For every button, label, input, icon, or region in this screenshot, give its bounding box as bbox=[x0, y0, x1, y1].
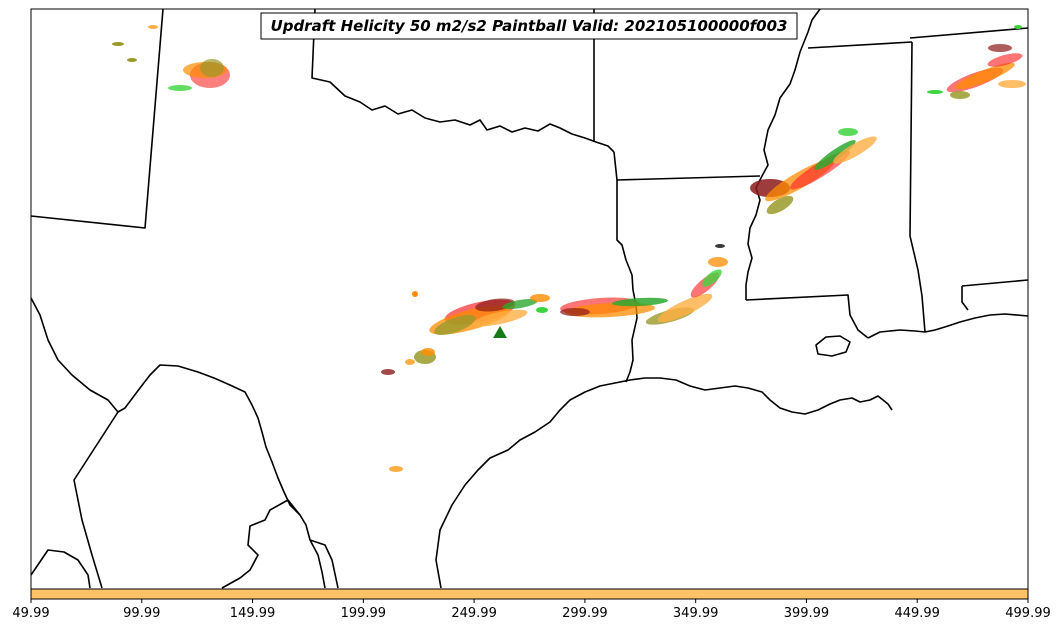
colorbar: 49.99 99.99 149.99 199.99 249.99 299.99 349.99… bbox=[12, 588, 1051, 621]
paintball-la-green-1 bbox=[612, 297, 668, 307]
paintball-ms-olive-1 bbox=[766, 195, 794, 215]
mexico-border-chihuahua bbox=[73, 411, 119, 589]
paintball-la-green-2 bbox=[702, 269, 722, 287]
paintball-tx-green-2 bbox=[536, 307, 548, 313]
paintball-swaths bbox=[112, 25, 1026, 472]
paintball-ne-darkred-1 bbox=[988, 44, 1012, 52]
paintball-ne-olive-1 bbox=[950, 91, 970, 99]
state-boundary-tn-ms bbox=[807, 41, 913, 49]
paintball-la-orange-2 bbox=[708, 257, 728, 267]
paintball-tx-small-south bbox=[389, 466, 403, 472]
mexico-border-lower-left bbox=[30, 549, 91, 589]
paintball-la-lightorange-1 bbox=[657, 293, 713, 323]
title-box: Updraft Helicity 50 m2/s2 Paintball Vali… bbox=[260, 12, 798, 40]
colorbar-tick-label: 299.99 bbox=[562, 606, 608, 621]
paintball-nw-green bbox=[168, 85, 192, 91]
paintball-ne-green-1 bbox=[927, 90, 943, 94]
paintball-tx-southwest-2 bbox=[421, 348, 435, 356]
colorbar-tick-label: 449.99 bbox=[894, 606, 940, 621]
state-boundary-ar-la bbox=[616, 175, 761, 181]
colorbar-tick-label: 499.99 bbox=[1005, 606, 1051, 621]
state-boundary-al-ga bbox=[909, 27, 1029, 39]
paintball-nw-olive bbox=[200, 59, 224, 77]
paintball-la-darkgray-1 bbox=[715, 244, 725, 248]
paintball-tx-lightorange-1 bbox=[472, 309, 528, 327]
mexico-border-coahuila bbox=[221, 499, 301, 589]
paintball-tx-olive-1 bbox=[434, 315, 476, 335]
colorbar-tick-label: 149.99 bbox=[230, 606, 276, 621]
state-boundary-al-fl bbox=[961, 279, 1029, 311]
paintball-ms-lightorange-1 bbox=[833, 136, 877, 164]
state-boundary-tx-la bbox=[613, 151, 638, 383]
colorbar-tick-label: 399.99 bbox=[784, 606, 830, 621]
boundaries-layer bbox=[30, 8, 1029, 589]
paintball-ne-lightorange-1 bbox=[998, 80, 1026, 88]
state-boundary-co-nm bbox=[30, 8, 164, 229]
colorbar-tick-label: 199.99 bbox=[341, 606, 387, 621]
gulf-coastline bbox=[435, 377, 893, 589]
paintball-ms-green-1 bbox=[814, 140, 856, 170]
paintball-tx-southwest-3 bbox=[381, 369, 395, 375]
map-title: Updraft Helicity 50 m2/s2 Paintball Vali… bbox=[271, 17, 788, 35]
paintball-tx-small-north bbox=[412, 291, 418, 297]
paintball-ne-green-2 bbox=[1014, 25, 1022, 29]
state-boundary-ok-tx bbox=[311, 8, 615, 153]
paintball-ms-green-2 bbox=[838, 128, 858, 136]
paintball-la-darkred-1 bbox=[560, 308, 590, 316]
paintball-ne-red-2 bbox=[987, 53, 1023, 67]
state-boundary-ms-al bbox=[909, 41, 926, 333]
paintball-tx-green-triangle bbox=[493, 326, 507, 338]
paintball-tx-orange-2 bbox=[530, 294, 550, 302]
colorbar-fill bbox=[30, 588, 1029, 600]
paintball-tx-southwest-4 bbox=[405, 359, 415, 365]
colorbar-ticks: 49.99 99.99 149.99 199.99 249.99 299.99 349.99… bbox=[12, 599, 1051, 621]
paintball-tx-green-1 bbox=[502, 298, 538, 310]
colorbar-tick-label: 249.99 bbox=[451, 606, 497, 621]
colorbar-tick-label: 49.99 bbox=[12, 606, 49, 621]
paintball-nw-small-2 bbox=[112, 42, 124, 46]
colorbar-tick-label: 349.99 bbox=[673, 606, 719, 621]
lake-pontchartrain bbox=[815, 335, 851, 357]
state-boundary-la-ms bbox=[745, 294, 869, 339]
mississippi-river-boundary bbox=[745, 8, 821, 300]
mexico-border-nuevo-leon bbox=[309, 539, 339, 589]
colorbar-tick-label: 99.99 bbox=[123, 606, 160, 621]
paintball-nw-small-3 bbox=[148, 25, 158, 29]
louisiana-delta bbox=[867, 313, 1029, 339]
paintball-ne-orange-1 bbox=[955, 62, 1015, 90]
paintball-nw-small-1 bbox=[127, 58, 137, 62]
